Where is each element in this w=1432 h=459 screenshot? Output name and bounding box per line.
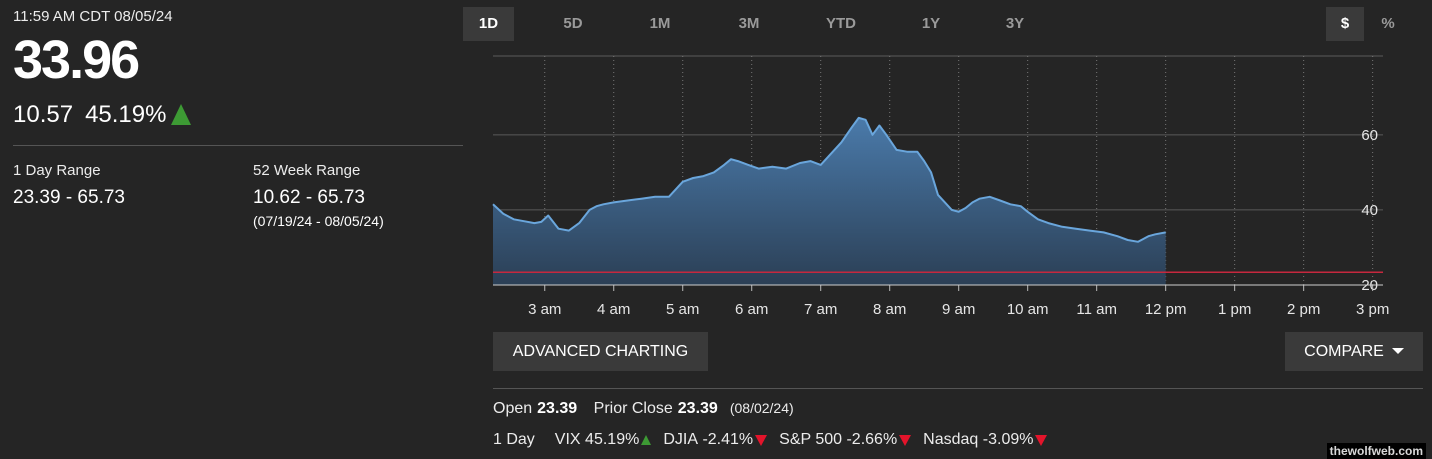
tab-3y[interactable]: 3Y [1005, 15, 1025, 32]
tab-5d[interactable]: 5D [563, 15, 583, 32]
x-tick-label: 5 am [666, 301, 699, 318]
week52-range-value: 10.62 - 65.73 [253, 187, 365, 208]
day-range-label: 1 Day Range [13, 162, 101, 179]
open-prior-close-row: Open 23.39 Prior Close 23.39 (08/02/24) [493, 400, 794, 418]
x-tick-label: 7 am [804, 301, 837, 318]
x-tick-label: 8 am [873, 301, 906, 318]
price-change-row: 10.57 45.19% [13, 101, 192, 129]
compare-label: COMPARE [1304, 343, 1384, 360]
index-change-row: 1 Day VIX 45.19% DJIA -2.41% S&P 500 -2.… [493, 431, 1048, 449]
bottom-divider [493, 388, 1423, 389]
price-area [493, 117, 1166, 286]
watermark: thewolfweb.com [1326, 443, 1426, 459]
up-triangle-icon [641, 435, 652, 445]
price-change-percent: 45.19% [85, 101, 167, 128]
compare-button[interactable]: COMPARE [1285, 332, 1423, 371]
open-value: 23.39 [537, 400, 578, 417]
price-change: 10.57 [13, 101, 74, 128]
quote-timestamp: 11:59 AM CDT 08/05/24 [13, 8, 173, 25]
open-label: Open [493, 400, 533, 417]
price-line [492, 116, 1166, 243]
prior-close-label: Prior Close [593, 400, 673, 417]
percent-unit-button[interactable]: % [1381, 15, 1395, 32]
index-name: DJIA [663, 431, 698, 448]
down-triangle-icon [755, 434, 768, 446]
chevron-down-icon [1391, 347, 1404, 354]
index-sp500[interactable]: S&P 500 -2.66% [779, 431, 912, 449]
x-tick-label: 2 pm [1287, 301, 1320, 318]
dollar-unit-button[interactable]: $ [1326, 7, 1364, 41]
index-change: -3.09% [982, 431, 1034, 448]
index-name: Nasdaq [923, 431, 979, 448]
last-price: 33.96 [13, 30, 140, 90]
week52-range-label: 52 Week Range [253, 162, 361, 179]
tab-1m[interactable]: 1M [649, 15, 671, 32]
index-djia[interactable]: DJIA -2.41% [663, 431, 768, 449]
prior-close-date: (08/02/24) [729, 400, 794, 416]
x-tick-label: 4 am [597, 301, 630, 318]
x-tick-label: 3 am [528, 301, 561, 318]
index-vix[interactable]: VIX 45.19% [555, 431, 652, 449]
x-tick-label: 11 am [1076, 301, 1117, 318]
week52-range-dates: (07/19/24 - 08/05/24) [253, 213, 384, 229]
advanced-charting-button[interactable]: ADVANCED CHARTING [493, 332, 708, 371]
index-period-label: 1 Day [493, 431, 535, 448]
index-change: 45.19% [585, 431, 640, 448]
x-tick-label: 10 am [1007, 301, 1049, 318]
tab-1d[interactable]: 1D [463, 7, 514, 41]
prior-close-value: 23.39 [677, 400, 718, 417]
quote-divider [13, 145, 463, 146]
index-change: -2.41% [702, 431, 754, 448]
down-triangle-icon [1035, 434, 1048, 446]
up-arrow-icon [171, 103, 192, 125]
day-range-value: 23.39 - 65.73 [13, 187, 125, 208]
index-name: S&P 500 [779, 431, 843, 448]
index-name: VIX [554, 431, 581, 448]
x-tick-label: 1 pm [1218, 301, 1251, 318]
y-tick-label: 60 [1361, 127, 1378, 144]
index-change: -2.66% [846, 431, 898, 448]
down-triangle-icon [899, 434, 912, 446]
tab-3m[interactable]: 3M [738, 15, 760, 32]
x-tick-label: 6 am [735, 301, 768, 318]
x-tick-label: 9 am [942, 301, 975, 318]
y-tick-label: 40 [1361, 202, 1378, 219]
tab-1y[interactable]: 1Y [921, 15, 941, 32]
tab-ytd[interactable]: YTD [826, 15, 856, 32]
x-tick-label: 12 pm [1145, 301, 1187, 318]
x-tick-label: 3 pm [1356, 301, 1389, 318]
index-nasdaq[interactable]: Nasdaq -3.09% [923, 431, 1048, 449]
